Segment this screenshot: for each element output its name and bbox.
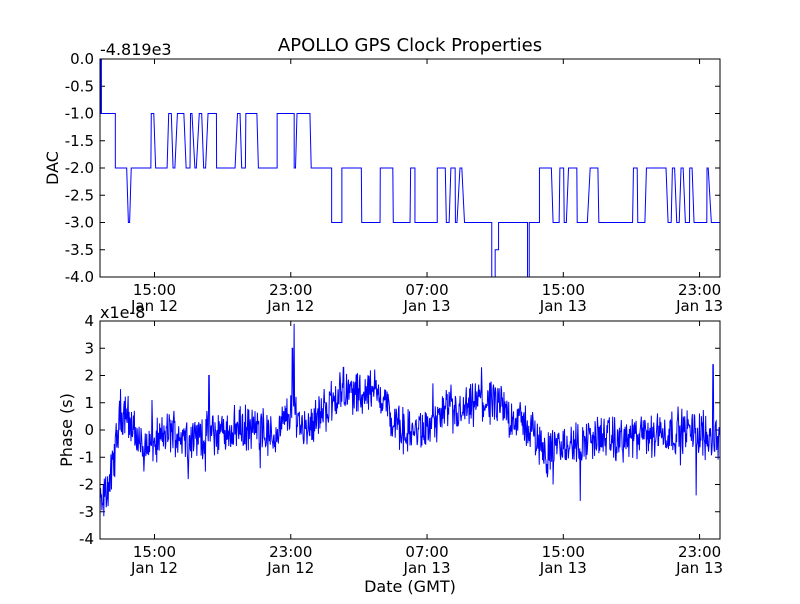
- dac-xtick-time: 15:00: [542, 281, 585, 299]
- phase-xtick-date: Jan 13: [675, 559, 723, 577]
- phase-xtick-date: Jan 13: [539, 559, 587, 577]
- dac-ytick-label: -3.0: [65, 214, 94, 232]
- phase-y-axis-label: Phase (s): [57, 393, 76, 467]
- dac-y-axis-label: DAC: [43, 151, 62, 185]
- dac-xtick-date: Jan 12: [266, 297, 314, 315]
- phase-ytick-label: 3: [84, 339, 94, 357]
- phase-xtick-time: 23:00: [678, 543, 721, 561]
- dac-ytick-label: -2.5: [65, 186, 94, 204]
- dac-xtick-time: 23:00: [678, 281, 721, 299]
- dac-panel: -4.819e3 DAC 0.0 -0.5 -1.0 -1.5 -2.0 -2.5 -3.0…: [43, 40, 723, 315]
- dac-ytick-label: -1.0: [65, 105, 94, 123]
- dac-ytick-label: -0.5: [65, 77, 94, 95]
- phase-ytick-label: 4: [84, 312, 94, 330]
- phase-ytick-label: 0: [84, 421, 94, 439]
- phase-ytick-label: -1: [79, 448, 94, 466]
- phase-xtick-date: Jan 12: [130, 559, 178, 577]
- dac-xtick-time: 07:00: [405, 281, 448, 299]
- phase-ytick-label: -2: [79, 476, 94, 494]
- dac-axes-frame: [99, 58, 721, 278]
- dac-xtick-time: 15:00: [133, 281, 176, 299]
- phase-ytick-label: 1: [84, 394, 94, 412]
- dac-offset-text: -4.819e3: [100, 40, 172, 59]
- phase-xtick-time: 15:00: [133, 543, 176, 561]
- dac-xtick-time: 23:00: [269, 281, 312, 299]
- phase-ytick-label: 2: [84, 367, 94, 385]
- dac-ytick-label: 0.0: [70, 50, 94, 68]
- dac-xtick-date: Jan 13: [539, 297, 587, 315]
- phase-xtick-time: 23:00: [269, 543, 312, 561]
- phase-axes-frame: [99, 320, 721, 540]
- dac-xtick-date: Jan 13: [675, 297, 723, 315]
- phase-xtick-date: Jan 13: [403, 559, 451, 577]
- phase-ytick-label: -3: [79, 503, 94, 521]
- phase-xtick-date: Jan 12: [266, 559, 314, 577]
- chart-title: APOLLO GPS Clock Properties: [278, 35, 542, 56]
- dac-ytick-label: -1.5: [65, 132, 94, 150]
- phase-offset-text: x1e-8: [100, 303, 145, 322]
- dac-xtick-date: Jan 13: [403, 297, 451, 315]
- x-axis-label: Date (GMT): [364, 577, 456, 596]
- phase-ytick-label: -4: [79, 530, 94, 548]
- phase-xtick-time: 07:00: [405, 543, 448, 561]
- dac-xtick-date: Jan 12: [130, 297, 178, 315]
- dac-ytick-label: -3.5: [65, 241, 94, 259]
- phase-xtick-time: 15:00: [542, 543, 585, 561]
- phase-series-line: [100, 323, 720, 517]
- dac-ytick-label: -4.0: [65, 268, 94, 286]
- dac-series-line: [100, 59, 720, 277]
- dac-ytick-label: -2.0: [65, 159, 94, 177]
